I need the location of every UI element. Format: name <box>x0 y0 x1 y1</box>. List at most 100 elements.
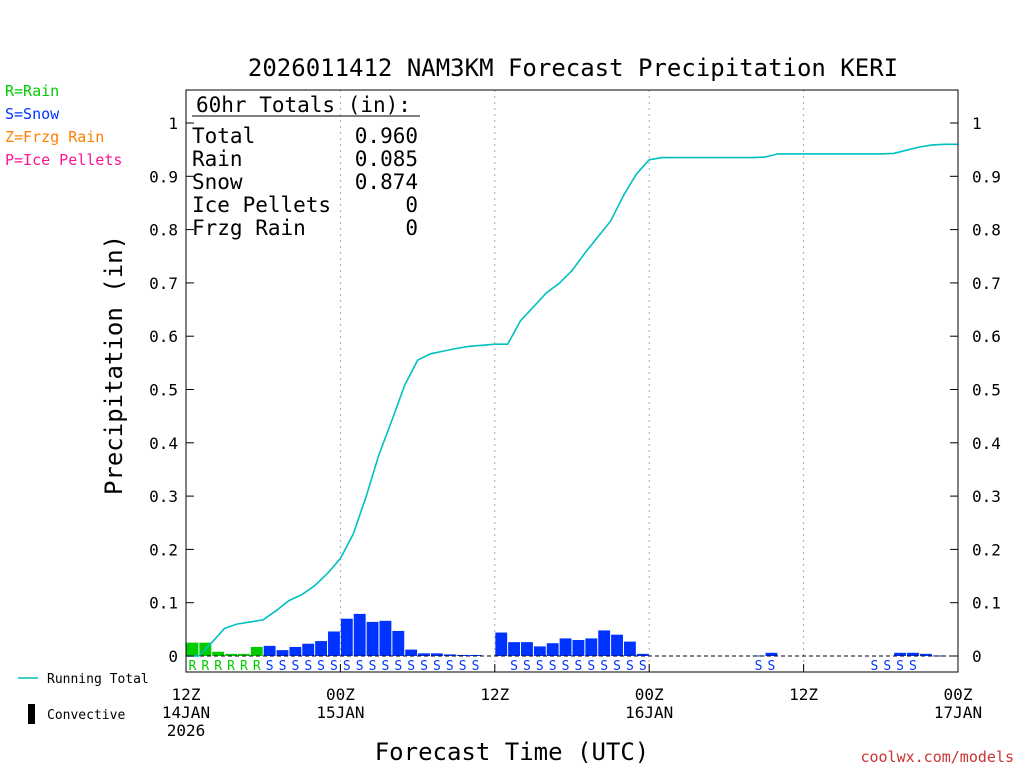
bar-snow <box>315 641 328 656</box>
totals-row-label: Ice Pellets <box>192 193 331 217</box>
x-tick-label: 00Z <box>326 685 355 704</box>
credit-text: coolwx.com/models <box>860 748 1014 766</box>
bar-snow <box>572 640 585 656</box>
type-marker-s: S <box>587 659 595 674</box>
y-tick-label-right: 0.9 <box>972 167 1001 186</box>
type-marker-s: S <box>330 659 338 674</box>
bar-snow <box>919 653 932 656</box>
bar-snow <box>443 654 456 656</box>
totals-row-label: Snow <box>192 170 243 194</box>
type-marker-r: R <box>227 659 235 674</box>
bar-snow <box>430 653 443 656</box>
type-marker-s: S <box>291 659 299 674</box>
x-tick-label: 12Z <box>480 685 509 704</box>
type-marker-s: S <box>459 659 467 674</box>
type-marker-s: S <box>575 659 583 674</box>
bar-snow <box>263 645 276 656</box>
bar-snow <box>495 632 508 656</box>
totals-box: 60hr Totals (in): Total 0.960 Rain 0.085 Snow… <box>192 93 420 240</box>
x-tick-label: 00Z <box>635 685 664 704</box>
type-marker-s: S <box>317 659 325 674</box>
type-marker-r: R <box>189 659 197 674</box>
y-tick-label-left: 1 <box>168 114 178 133</box>
plot-frame <box>185 89 959 673</box>
type-marker-s: S <box>639 659 647 674</box>
bar-snow <box>340 618 353 656</box>
type-marker-r: R <box>240 659 248 674</box>
type-marker-s: S <box>549 659 557 674</box>
type-marker-s: S <box>626 659 634 674</box>
y-tick-label-right: 0.8 <box>972 221 1001 240</box>
y-tick-label-left: 0.3 <box>149 487 178 506</box>
x-tick-label: 14JAN <box>162 703 210 722</box>
type-marker-s: S <box>343 659 351 674</box>
bar-snow <box>353 613 366 656</box>
totals-row-label: Rain <box>192 147 243 171</box>
bar-snow <box>546 643 559 656</box>
bar-snow <box>392 630 405 656</box>
bar-snow <box>302 643 315 656</box>
type-marker-s: S <box>896 659 904 674</box>
bar-snow <box>366 621 379 656</box>
totals-row-value: 0.874 <box>355 170 418 194</box>
y-tick-label-left: 0.6 <box>149 327 178 346</box>
x-tick-label: 12Z <box>789 685 818 704</box>
type-marker-s: S <box>870 659 878 674</box>
type-marker-s: S <box>446 659 454 674</box>
type-marker-r: R <box>253 659 261 674</box>
y-tick-label-left: 0 <box>168 647 178 666</box>
totals-row-value: 0 <box>405 216 418 240</box>
chart-title: 2026011412 NAM3KM Forecast Precipitation… <box>248 54 898 82</box>
bar-snow <box>636 653 649 656</box>
totals-row-label: Frzg Rain <box>192 216 306 240</box>
bar-snow <box>559 638 572 656</box>
y-tick-label-left: 0.1 <box>149 594 178 613</box>
type-marker-s: S <box>768 659 776 674</box>
bar-rain <box>250 646 263 656</box>
type-marker-s: S <box>304 659 312 674</box>
bar-snow <box>328 631 340 656</box>
bar-snow <box>276 650 289 656</box>
y-tick-label-right: 0.7 <box>972 274 1001 293</box>
y-tick-label-left: 0.9 <box>149 167 178 186</box>
bar-snow <box>469 654 482 656</box>
type-marker-s: S <box>356 659 364 674</box>
bar-snow <box>379 620 392 656</box>
bar-snow <box>521 642 533 656</box>
bar-snow <box>585 638 598 656</box>
type-marker-s: S <box>562 659 570 674</box>
line-legend-swatch <box>28 704 35 724</box>
bar-snow <box>598 630 611 656</box>
precip-legend-item: Z=Frzg Rain <box>5 128 104 146</box>
totals-row-value: 0.085 <box>355 147 418 171</box>
precip-legend-item: S=Snow <box>5 105 60 123</box>
x-axis-label: Forecast Time (UTC) <box>375 738 650 766</box>
type-marker-s: S <box>420 659 428 674</box>
y-tick-label-left: 0.5 <box>149 381 178 400</box>
precip-legend-item: P=Ice Pellets <box>5 151 122 169</box>
y-tick-label-left: 0.7 <box>149 274 178 293</box>
bar-snow <box>418 653 430 656</box>
type-marker-r: R <box>201 659 209 674</box>
bar-snow <box>752 655 765 657</box>
y-tick-label-right: 1 <box>972 114 982 133</box>
type-marker-s: S <box>510 659 518 674</box>
totals-row-value: 0 <box>405 193 418 217</box>
type-marker-s: S <box>472 659 480 674</box>
type-marker-s: S <box>909 659 917 674</box>
bar-snow <box>508 642 521 656</box>
type-marker-s: S <box>613 659 621 674</box>
y-tick-label-right: 0.2 <box>972 540 1001 559</box>
bar-snow <box>533 646 546 656</box>
x-tick-label: 00Z <box>944 685 973 704</box>
bar-rain <box>237 653 250 656</box>
line-legend-label: Convective <box>47 708 125 723</box>
x-tick-label: 12Z <box>172 685 201 704</box>
y-tick-label-right: 0.1 <box>972 594 1001 613</box>
bar-snow <box>765 652 778 656</box>
bars-layer <box>186 613 945 657</box>
type-marker-s: S <box>382 659 390 674</box>
